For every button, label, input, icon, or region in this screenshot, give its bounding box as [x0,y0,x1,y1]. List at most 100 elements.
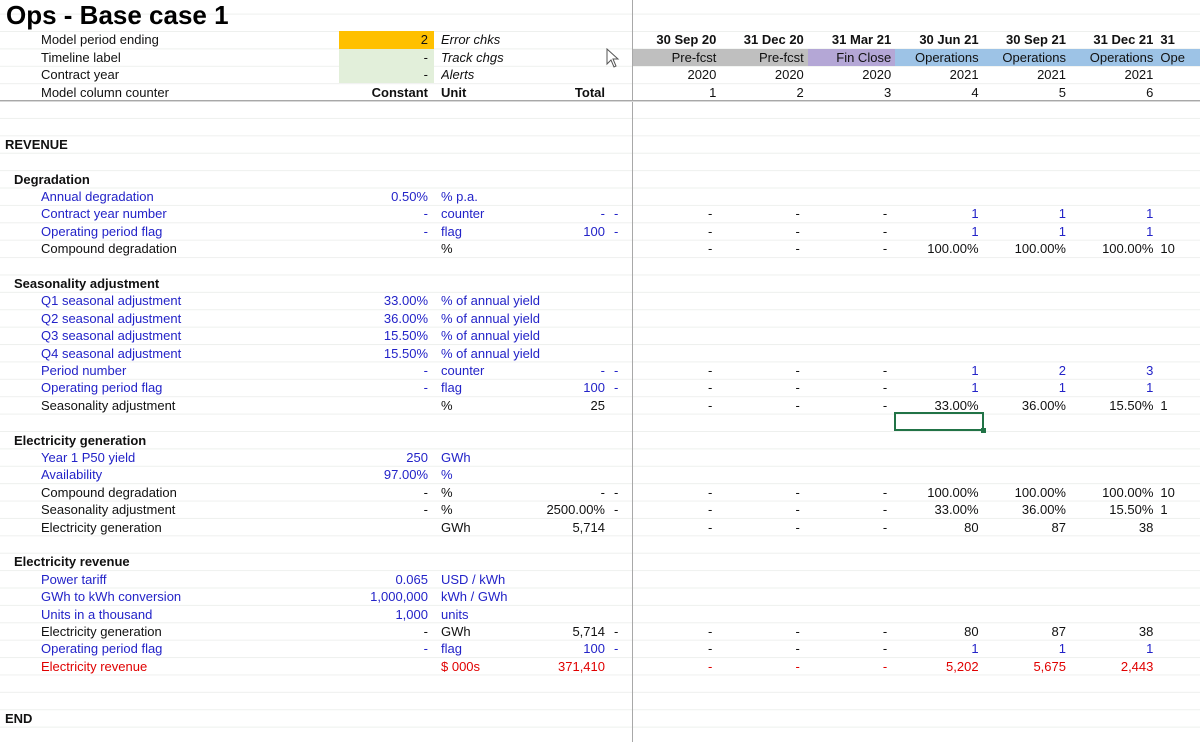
table-row[interactable]: Q1 seasonal adjustment 33.00% % of annual … [0,292,1200,309]
total-cell[interactable]: Total [574,84,605,100]
total-cell[interactable]: 5,714 [572,519,605,535]
constant-cell[interactable]: 1,000,000 [370,589,428,605]
period-value-cell[interactable]: - [795,484,800,500]
table-row[interactable]: Units in a thousand 1,000 units [0,606,1200,623]
blank-row[interactable] [0,101,1200,118]
table-row[interactable]: Electricity revenue [0,553,1200,570]
period-value-cell[interactable]: - [795,397,800,413]
period-value-cell[interactable]: - [882,380,888,396]
period-value-cell[interactable]: 1 [971,206,979,222]
table-row[interactable]: Period number - counter - - - - -1 2 3 [0,362,1200,379]
unit-cell[interactable]: % [441,397,453,413]
period-value-cell[interactable]: - [708,362,713,378]
unit-cell[interactable]: $ 000s [441,658,481,674]
period-value-cell[interactable]: - [708,519,713,535]
period-date-header[interactable]: 30 Sep 20 [656,32,717,48]
constant-cell[interactable]: - [423,623,428,639]
table-row[interactable]: Operating period flag - flag 100- - - -1 1 1 [0,379,1200,396]
unit-cell[interactable]: GWh [441,449,471,465]
total-cell[interactable]: - [600,362,605,378]
table-row[interactable]: Electricity generation [0,432,1200,449]
period-value-cell[interactable]: 1 [1058,206,1066,222]
total-cell[interactable]: 100 [583,223,605,239]
unit-cell[interactable]: Unit [441,84,467,100]
unit-cell[interactable]: % of annual yield [441,328,541,344]
blank-row[interactable] [0,414,1200,431]
unit-cell[interactable]: GWh [441,519,471,535]
period-value-cell[interactable]: - [708,484,713,500]
period-value-cell[interactable]: 2020 [774,67,804,83]
table-row[interactable]: Q4 seasonal adjustment 15.50% % of annual … [0,345,1200,362]
period-value-cell[interactable]: - [708,206,713,222]
constant-cell[interactable]: 250 [406,449,428,465]
period-value-cell[interactable]: - [795,362,800,378]
period-value-cell[interactable]: 3 [883,84,892,100]
unit-cell[interactable]: Alerts [441,67,475,83]
blank-row[interactable] [0,693,1200,710]
period-value-cell[interactable]: 10 [1160,241,1175,257]
table-row[interactable]: Model period ending 2 Error chks 30 Sep 20 3… [0,31,1200,49]
period-value-cell[interactable]: 1 [1146,206,1154,222]
period-value-cell[interactable]: 100.00% [1014,241,1066,257]
period-value-cell[interactable]: 5 [1058,84,1066,100]
period-value-cell[interactable]: 15.50% [1109,397,1154,413]
timeline-label-cell[interactable]: Pre-fcst [633,48,721,67]
period-value-cell[interactable]: 1 [1058,641,1066,657]
period-value-cell[interactable]: 6 [1146,84,1154,100]
period-value-cell[interactable]: 1 [1160,502,1168,518]
table-row[interactable]: Annual degradation 0.50% % p.a. [0,188,1200,205]
table-row[interactable]: Contract year - Alerts 2020 2020 2020 2021 2021… [0,66,1200,84]
constant-cell[interactable]: - [423,362,428,378]
period-value-cell[interactable]: - [882,397,888,413]
table-row[interactable]: Seasonality adjustment -% 2500.00% - - - -33.0… [0,501,1200,518]
unit-cell[interactable]: Track chgs [441,49,504,65]
period-value-cell[interactable]: - [708,380,713,396]
flag-cell[interactable]: - [614,223,619,239]
period-value-cell[interactable]: 38 [1138,519,1154,535]
period-value-cell[interactable]: 1 [971,223,979,239]
table-row[interactable]: Seasonality adjustment [0,275,1200,292]
timeline-label-cell[interactable]: Operations [895,48,983,67]
period-value-cell[interactable]: - [882,241,888,257]
unit-cell[interactable]: % [441,241,453,257]
table-row[interactable]: Year 1 P50 yield 250 GWh [0,449,1200,466]
period-value-cell[interactable]: 2021 [949,67,979,83]
period-value-cell[interactable]: 80 [964,519,979,535]
table-row[interactable]: Operating period flag - flag 100- - - -1 1 1 [0,640,1200,657]
constant-cell[interactable]: - [423,223,428,239]
period-value-cell[interactable]: 1 [971,362,979,378]
table-row[interactable]: Operating period flag - flag 100- - - -1 1 1 [0,223,1200,240]
period-value-cell[interactable]: 2021 [1124,67,1154,83]
period-value-cell[interactable]: 87 [1051,623,1066,639]
constant-cell[interactable]: - [423,502,428,518]
period-value-cell[interactable]: 2,443 [1120,658,1154,674]
blank-row[interactable] [0,258,1200,275]
period-value-cell[interactable]: - [708,397,713,413]
total-cell[interactable]: - [600,484,605,500]
constant-cell[interactable]: 1,000 [395,606,428,622]
unit-cell[interactable]: flag [441,223,462,239]
flag-cell[interactable]: - [614,641,619,657]
period-value-cell[interactable]: - [795,241,800,257]
table-row[interactable]: REVENUE [0,136,1200,153]
table-row[interactable]: Electricity generation GWh 5,714 - - - 80 87 38 [0,519,1200,536]
constant-cell[interactable]: 36.00% [383,310,428,326]
constant-cell[interactable]: - [339,48,434,67]
period-value-cell[interactable]: 10 [1160,484,1175,500]
table-row[interactable]: Q3 seasonal adjustment 15.50% % of annual … [0,327,1200,344]
period-value-cell[interactable]: 87 [1051,519,1066,535]
unit-cell[interactable]: units [441,606,469,622]
total-cell[interactable]: 371,410 [558,658,605,674]
blank-row[interactable] [0,536,1200,553]
period-value-cell[interactable]: 80 [964,623,979,639]
period-value-cell[interactable]: - [882,502,888,518]
unit-cell[interactable]: GWh [441,623,471,639]
period-value-cell[interactable]: - [795,519,800,535]
constant-cell[interactable]: 15.50% [383,328,428,344]
period-value-cell[interactable]: - [882,658,888,674]
period-value-cell[interactable]: 36.00% [1021,502,1066,518]
constant-cell[interactable]: 33.00% [383,293,428,309]
total-cell[interactable]: 2500.00% [546,502,605,518]
table-row[interactable]: Q2 seasonal adjustment 36.00% % of annual … [0,310,1200,327]
